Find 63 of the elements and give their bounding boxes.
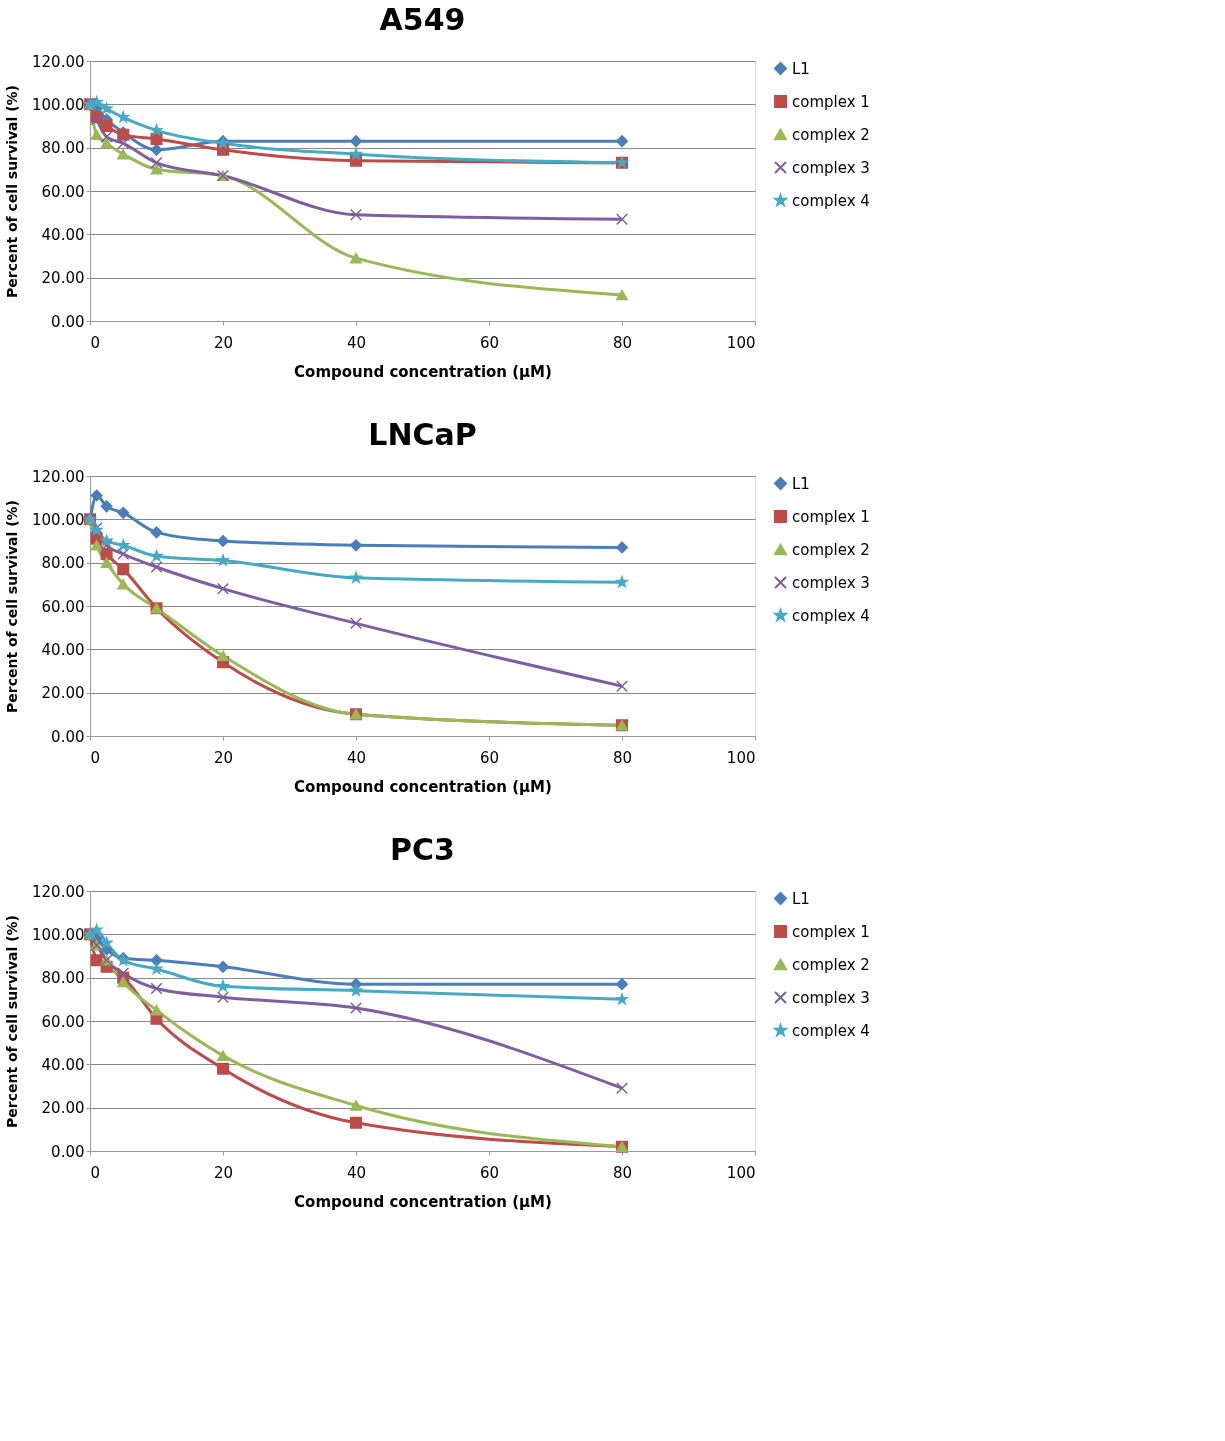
x-tick-label: 100 [726,1163,756,1182]
y-tick-label: 100.00 [32,95,85,114]
x-tick-label: 20 [213,333,234,352]
y-tick-label: 60.00 [41,597,85,616]
y-tick-label: 100.00 [32,925,85,944]
y-tick-label: 20.00 [41,269,85,288]
legend-label: complex 1 [792,922,870,941]
x-tick-label: 80 [612,1163,633,1182]
y-tick-label: 100.00 [32,510,85,529]
legend-label: complex 4 [792,606,870,625]
x-tick-label: 20 [213,748,234,767]
legend-label: L1 [792,889,810,908]
x-tick-label: 60 [479,748,500,767]
legend-label: complex 1 [792,507,870,526]
y-tick-label: 120.00 [32,52,85,71]
x-tick-label: 0 [90,333,101,352]
legend-label: L1 [792,59,810,78]
y-tick-label: 0.00 [51,1142,85,1161]
x-tick-label: 0 [90,748,101,767]
y-tick-label: 80.00 [41,554,85,573]
y-tick-label: 80.00 [41,969,85,988]
y-tick-label: 40.00 [41,225,85,244]
x-axis-title: Compound concentration (µM) [294,362,552,381]
y-tick-label: 20.00 [41,1099,85,1118]
x-tick-label: 0 [90,1163,101,1182]
chart-title: LNCaP [368,417,477,452]
y-axis-title: Percent of cell survival (%) [4,914,21,1129]
y-tick-label: 120.00 [32,882,85,901]
legend-label: complex 3 [792,158,870,177]
x-tick-label: 80 [612,333,633,352]
x-tick-label: 60 [479,333,500,352]
x-tick-label: 40 [346,333,367,352]
y-axis-title: Percent of cell survival (%) [4,84,21,299]
x-tick-label: 100 [726,333,756,352]
legend-label: complex 3 [792,988,870,1007]
y-tick-label: 20.00 [41,684,85,703]
x-tick-label: 60 [479,1163,500,1182]
x-tick-label: 40 [346,748,367,767]
chart-title: A549 [379,2,466,37]
y-tick-label: 120.00 [32,467,85,486]
legend-label: complex 3 [792,573,870,592]
x-tick-label: 100 [726,748,756,767]
x-tick-label: 80 [612,748,633,767]
legend-label: complex 2 [792,125,870,144]
y-tick-label: 40.00 [41,640,85,659]
y-tick-label: 0.00 [51,312,85,331]
legend-label: complex 2 [792,955,870,974]
x-tick-label: 40 [346,1163,367,1182]
y-tick-label: 40.00 [41,1055,85,1074]
legend-label: complex 2 [792,540,870,559]
x-axis-title: Compound concentration (µM) [294,1192,552,1211]
legend-label: L1 [792,474,810,493]
chart-title: PC3 [390,832,455,867]
x-axis-title: Compound concentration (µM) [294,777,552,796]
y-tick-label: 60.00 [41,182,85,201]
legend-label: complex 4 [792,191,870,210]
legend-label: complex 1 [792,92,870,111]
x-tick-label: 20 [213,1163,234,1182]
legend-label: complex 4 [792,1021,870,1040]
y-tick-label: 0.00 [51,727,85,746]
y-tick-label: 80.00 [41,139,85,158]
y-axis-title: Percent of cell survival (%) [4,499,21,714]
y-tick-label: 60.00 [41,1012,85,1031]
